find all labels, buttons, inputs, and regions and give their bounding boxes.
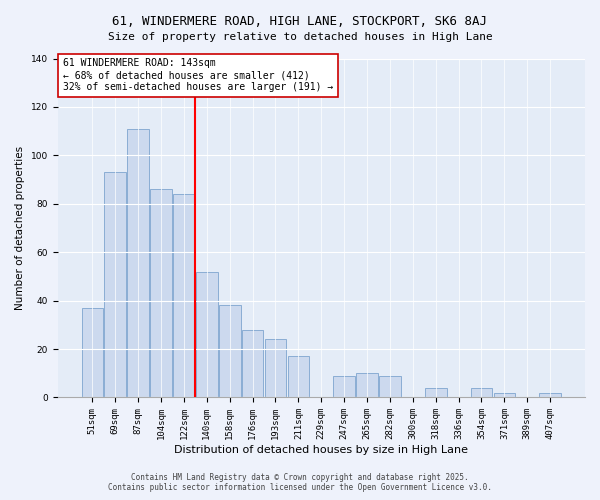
Y-axis label: Number of detached properties: Number of detached properties: [15, 146, 25, 310]
Bar: [82, 308, 103, 398]
Text: Contains HM Land Registry data © Crown copyright and database right 2025.
Contai: Contains HM Land Registry data © Crown c…: [108, 473, 492, 492]
Bar: [470, 388, 493, 398]
Bar: [494, 392, 515, 398]
Bar: [127, 128, 149, 398]
Bar: [219, 306, 241, 398]
Bar: [287, 356, 309, 398]
Text: 61, WINDERMERE ROAD, HIGH LANE, STOCKPORT, SK6 8AJ: 61, WINDERMERE ROAD, HIGH LANE, STOCKPOR…: [113, 15, 487, 28]
Bar: [333, 376, 355, 398]
Text: Size of property relative to detached houses in High Lane: Size of property relative to detached ho…: [107, 32, 493, 42]
Bar: [425, 388, 446, 398]
Bar: [539, 392, 561, 398]
Text: 61 WINDERMERE ROAD: 143sqm
← 68% of detached houses are smaller (412)
32% of sem: 61 WINDERMERE ROAD: 143sqm ← 68% of deta…: [63, 58, 333, 92]
Bar: [356, 374, 378, 398]
X-axis label: Distribution of detached houses by size in High Lane: Distribution of detached houses by size …: [174, 445, 468, 455]
Bar: [196, 272, 218, 398]
Bar: [379, 376, 401, 398]
Bar: [150, 189, 172, 398]
Bar: [242, 330, 263, 398]
Bar: [265, 340, 286, 398]
Bar: [173, 194, 195, 398]
Bar: [104, 172, 126, 398]
